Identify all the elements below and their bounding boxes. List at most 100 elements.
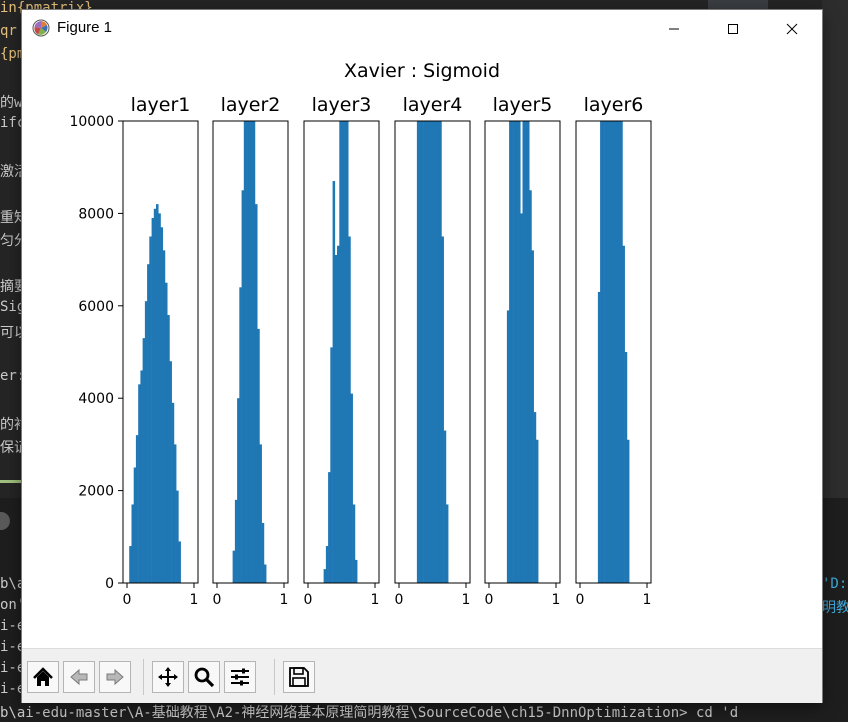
y-tick-label: 10000: [69, 114, 114, 130]
histogram-bar: [164, 282, 168, 583]
code-line: 的衬: [0, 417, 28, 433]
code-line: {pm: [0, 46, 26, 62]
histogram-bar: [609, 121, 612, 583]
x-tick-label: 1: [280, 592, 289, 608]
code-line: 可以: [0, 325, 28, 341]
x-tick-label: 1: [552, 592, 561, 608]
histogram-bar: [443, 430, 447, 583]
arrow-right-icon: [106, 668, 124, 686]
histogram-bar: [129, 546, 132, 583]
close-button[interactable]: [763, 10, 821, 47]
toolbar-separator: [274, 659, 275, 695]
subplot-title: layer3: [312, 94, 372, 116]
figure-canvas[interactable]: Xavier : Sigmoid layer1 0 1 0 2000 4000 6000 800…: [22, 47, 822, 648]
histogram-bar: [254, 204, 258, 583]
histogram-bar: [533, 412, 537, 583]
axes-frame: [303, 120, 380, 584]
histogram-bar: [131, 504, 135, 583]
back-button[interactable]: [63, 661, 95, 693]
histogram-bar: [535, 439, 539, 583]
histogram-bar: [171, 402, 175, 583]
histogram-bar: [263, 564, 267, 583]
home-button[interactable]: [27, 661, 59, 693]
histogram-bar: [160, 227, 164, 583]
histogram-bar: [513, 121, 517, 583]
histogram-bar: [252, 121, 256, 583]
histogram-bar: [600, 121, 603, 583]
histogram-bar: [241, 190, 245, 584]
histogram-bar: [149, 236, 152, 583]
save-button[interactable]: [283, 661, 315, 693]
histogram-bar: [339, 121, 342, 583]
subplot-title: layer1: [131, 94, 191, 116]
histogram-bar: [445, 504, 449, 583]
histogram-bar: [153, 208, 157, 583]
terminal-line: b\ai-edu-master\A-基础教程\A2-神经网络基本原理简明教程\S…: [0, 705, 739, 721]
pan-button[interactable]: [152, 661, 184, 693]
move-icon: [158, 667, 178, 687]
code-line: 的w: [0, 95, 23, 111]
terminal-line: i-e: [0, 639, 26, 655]
x-tick-label: 1: [462, 592, 471, 608]
histogram-bar: [615, 121, 619, 583]
histogram-bar: [343, 121, 347, 583]
histogram-bar: [604, 121, 608, 583]
code-line: Sig: [0, 299, 26, 315]
histogram-bar: [259, 444, 262, 583]
zoom-button[interactable]: [188, 661, 220, 693]
window-title: Figure 1: [57, 19, 113, 36]
title-bar[interactable]: Figure 1: [22, 10, 822, 47]
histogram-bar: [330, 347, 333, 583]
histogram-bar: [622, 245, 625, 584]
x-tick-label: 0: [395, 592, 404, 608]
x-tick-label: 0: [213, 592, 222, 608]
histogram-bar: [624, 352, 628, 583]
axes-frame: [212, 120, 289, 584]
toolbar-separator: [143, 659, 144, 695]
histogram-bar: [142, 338, 146, 583]
x-tick-label: 1: [190, 592, 199, 608]
subplot-title: layer5: [493, 94, 553, 116]
code-line: ifc: [0, 115, 26, 131]
histogram-bar: [506, 310, 510, 583]
minimize-button[interactable]: [645, 10, 703, 47]
histogram-bar: [430, 121, 433, 583]
x-tick-label: 1: [643, 592, 652, 608]
histogram-bar: [243, 121, 247, 583]
histogram-bar: [341, 121, 345, 583]
maximize-button[interactable]: [704, 10, 762, 47]
histogram-bar: [620, 121, 623, 583]
histogram-bar: [419, 121, 422, 583]
histogram-bar: [167, 315, 170, 583]
histogram-bar: [441, 236, 444, 583]
histogram-bar: [531, 250, 534, 584]
subplot-title: layer2: [221, 94, 281, 116]
histogram-bar: [250, 121, 254, 583]
histogram-bar: [328, 472, 331, 583]
terminal-line: i-e: [0, 618, 26, 634]
forward-button[interactable]: [99, 661, 131, 693]
code-line: 摘要: [0, 279, 28, 295]
y-tick-label: 6000: [78, 299, 114, 315]
histogram-bar: [239, 287, 242, 583]
x-tick-label: 1: [371, 592, 380, 608]
y-tick-label: 8000: [78, 206, 114, 222]
histogram-bar: [606, 121, 610, 583]
histogram-bar: [416, 121, 420, 583]
code-line: 重知: [0, 210, 28, 226]
sliders-icon: [231, 668, 249, 686]
histogram-bar: [135, 435, 139, 583]
configure-subplots-button[interactable]: [224, 661, 256, 693]
code-line: 保证: [0, 440, 28, 456]
terminal-line: on': [0, 597, 26, 613]
editor-scrollbar[interactable]: [822, 0, 848, 498]
matplotlib-icon: [32, 19, 50, 37]
histogram-bar: [432, 121, 436, 583]
terminal-line-right: 'D:: [822, 576, 848, 592]
histogram-bar: [611, 121, 614, 583]
code-line: er:: [0, 368, 26, 384]
histogram-bar: [529, 190, 532, 584]
histogram-bar: [232, 550, 236, 583]
histogram-bar: [602, 121, 605, 583]
